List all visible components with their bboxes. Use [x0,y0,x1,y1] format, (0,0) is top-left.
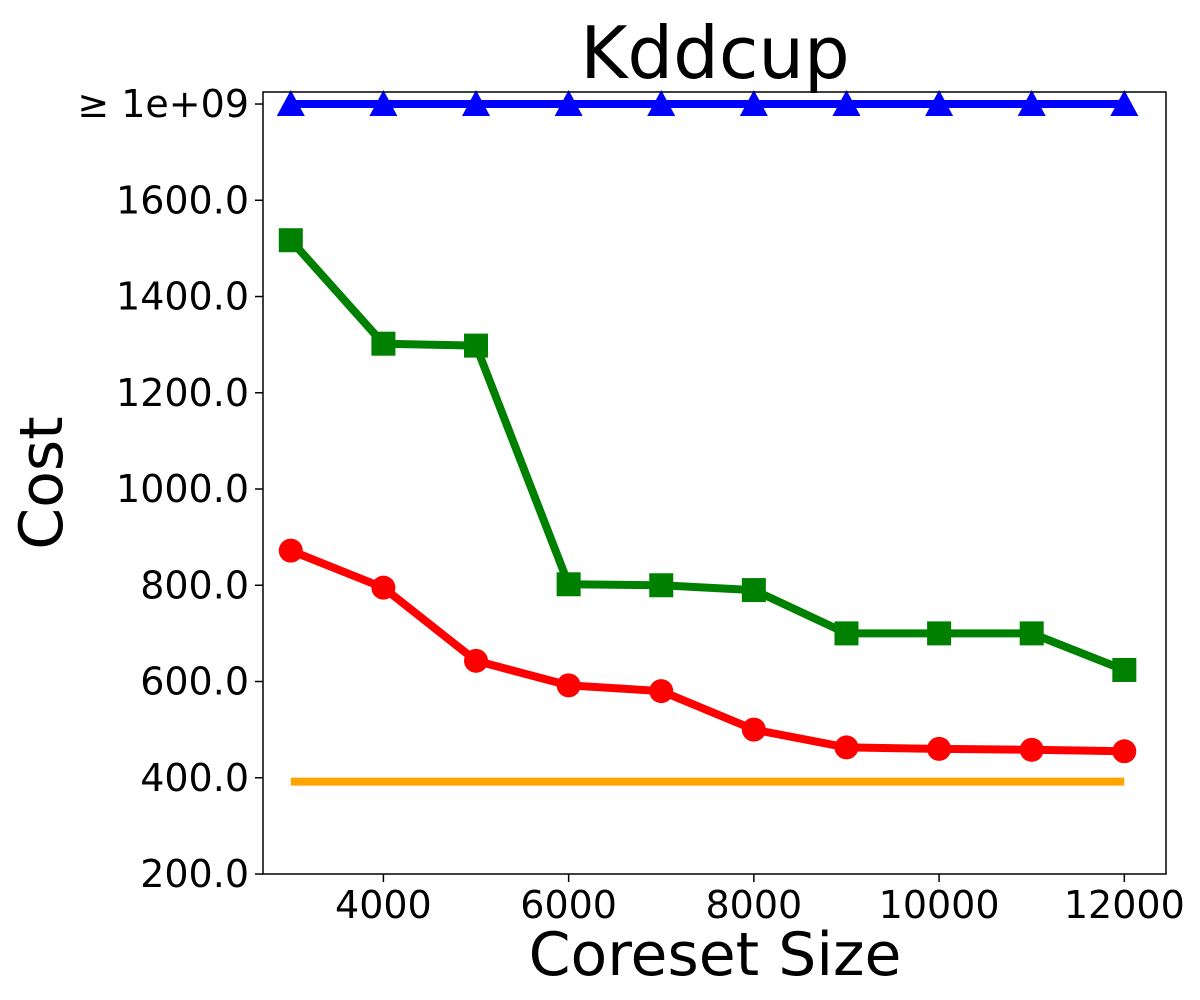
series-0 [276,90,1139,117]
series-0-point-3 [554,90,583,117]
y-tick-label-4: 1000.0 [116,467,249,511]
series-1-point-4 [649,573,674,598]
y-tick-label-1: 400.0 [140,756,249,800]
series-2-point-0 [278,538,303,563]
series-1-point-2 [464,333,489,358]
series-2-point-3 [556,673,581,698]
series-1 [278,228,1137,682]
x-tick-label-1: 6000 [520,883,617,927]
series-2-point-2 [464,648,489,673]
series-0-point-0 [276,90,305,117]
series-0-point-6 [832,90,861,117]
series-1-point-6 [834,621,859,646]
x-tick-label-4: 12000 [1064,883,1185,927]
series-1-point-8 [1019,621,1044,646]
y-tick-label-8: ≥ 1e+09 [77,82,249,126]
y-tick-label-7: 1600.0 [116,178,249,222]
series-1-point-0 [278,228,303,253]
series-0-point-2 [462,90,491,117]
plot-frame [262,91,1167,875]
y-axis-label: Cost [7,416,77,549]
y-tick-label-3: 800.0 [140,563,249,607]
series-2-point-9 [1112,739,1137,764]
axis-ticks: 4000 6000 8000 10000 12000 200.0 400.0 600.0 800… [77,82,1184,927]
series-1-point-9 [1112,657,1137,682]
series-2-point-1 [371,575,396,600]
series-2-point-4 [649,679,674,704]
series-1-line [287,237,1126,674]
series-2-point-8 [1019,737,1044,762]
y-tick-label-2: 600.0 [140,660,249,704]
series-1-point-3 [556,572,581,597]
series-0-point-7 [925,90,954,117]
series-1-point-7 [927,621,952,646]
x-tick-label-3: 10000 [879,883,1000,927]
series-2-point-7 [927,736,952,761]
x-tick-label-2: 8000 [706,883,803,927]
series-0-point-8 [1017,90,1046,117]
series-0-point-4 [647,90,676,117]
x-tick-label-0: 4000 [335,883,432,927]
series-2 [278,538,1137,764]
x-axis-label: Coreset Size [529,920,902,990]
chart-title: Kddcup [580,11,850,95]
series-0-point-9 [1110,90,1139,117]
series-0-point-5 [739,90,768,117]
series-2-point-6 [834,735,859,760]
y-tick-label-6: 1400.0 [116,275,249,319]
y-tick-label-5: 1200.0 [116,371,249,415]
plot-area [276,90,1139,786]
series-2-line [289,546,1125,756]
y-tick-label-0: 200.0 [140,852,249,896]
series-1-point-1 [371,331,396,356]
series-0-point-1 [369,90,398,117]
series-2-point-5 [741,717,766,742]
series-1-point-5 [741,578,766,603]
